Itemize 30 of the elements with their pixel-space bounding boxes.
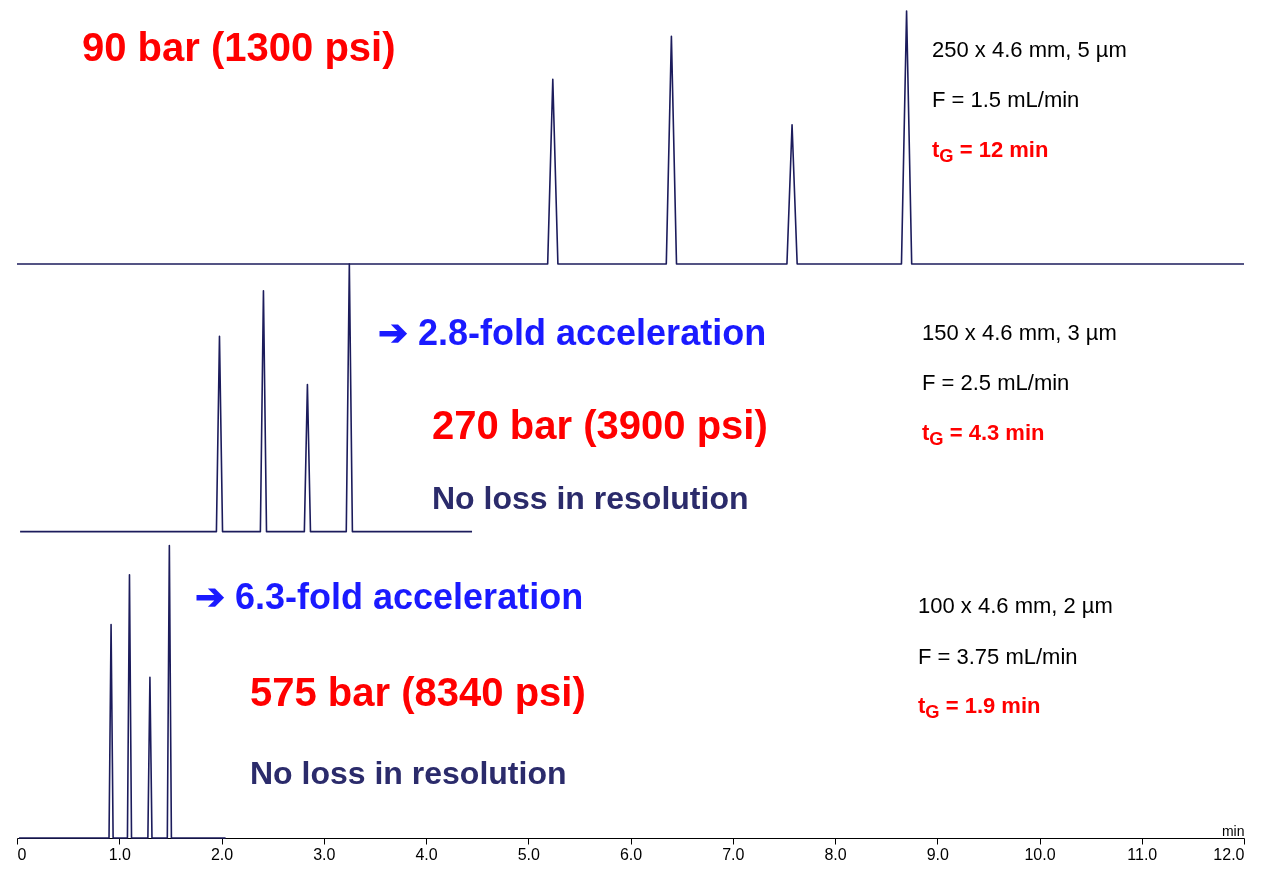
annotation: F = 1.5 mL/min <box>932 87 1080 112</box>
annotation: t$_{G}$ = 4.3 min <box>922 419 1045 450</box>
x-tick-label: 10.0 <box>1024 845 1056 863</box>
annotation: ➔ 2.8-fold acceleration <box>378 312 767 353</box>
annotation: No loss in resolution <box>250 755 567 791</box>
annotation: 270 bar (3900 psi) <box>432 403 768 447</box>
x-tick-label: 9.0 <box>926 845 949 863</box>
x-tick-label: 3.0 <box>313 845 336 863</box>
x-tick-label: 7.0 <box>722 845 745 863</box>
x-tick-label: 1.0 <box>108 845 131 863</box>
x-tick-label: 6.0 <box>619 845 643 863</box>
annotation: ➔ 6.3-fold acceleration <box>195 576 584 617</box>
annotation: 100 x 4.6 mm, 2 µm <box>918 593 1113 618</box>
x-axis-title: min <box>1221 822 1245 839</box>
x-tick-label: 5.0 <box>517 845 540 863</box>
annotation: No loss in resolution <box>432 480 749 516</box>
annotation: t$_{G}$ = 12 min <box>932 136 1049 167</box>
x-tick-label: 2.0 <box>210 845 234 863</box>
x-tick-label: 8.0 <box>824 845 847 863</box>
x-tick-label: 0 <box>17 845 27 863</box>
annotation: 90 bar (1300 psi) <box>82 25 396 69</box>
annotation: 250 x 4.6 mm, 5 µm <box>932 37 1127 62</box>
annotation: 575 bar (8340 psi) <box>250 670 586 714</box>
x-tick-label: 11.0 <box>1127 845 1158 863</box>
annotation: F = 3.75 mL/min <box>918 644 1078 669</box>
x-tick-label: 4.0 <box>415 845 438 863</box>
annotation: 150 x 4.6 mm, 3 µm <box>922 320 1117 345</box>
x-tick-label: 12.0 <box>1213 845 1245 863</box>
annotation: F = 2.5 mL/min <box>922 370 1070 395</box>
annotation: t$_{G}$ = 1.9 min <box>918 692 1041 723</box>
